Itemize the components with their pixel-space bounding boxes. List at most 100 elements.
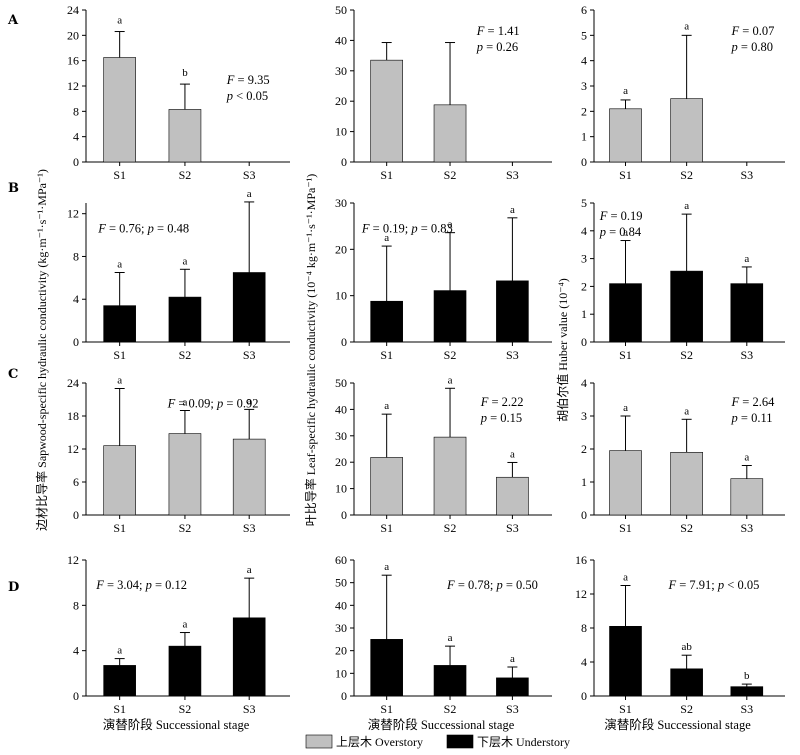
bar-s2 [433, 104, 467, 163]
y-tick-label: 0 [73, 508, 79, 522]
y-tick-label: 4 [73, 292, 79, 306]
x-tick-label: S1 [380, 168, 393, 182]
y-axis-label-3: 胡伯尔值 Huber value (10⁻⁴) [555, 278, 570, 422]
y-tick-label: 50 [335, 3, 347, 17]
panel-label-b: B [8, 181, 19, 196]
subplot-c3: 0 1 2 3 4 S1 a S2 a S3 a F = 2.64 p = 0.11 [581, 376, 785, 535]
y-tick-label: 0 [581, 335, 587, 349]
y-tick-label: 4 [581, 376, 587, 390]
y-tick-label: 30 [335, 64, 347, 78]
y-tick-label: 60 [335, 553, 347, 567]
y-tick-label: 0 [341, 689, 347, 703]
significance-letter: a [623, 85, 628, 97]
subplot-c2: 0 10 20 30 40 50 S1 a S2 a S3 a F = 2.22 p = 0.15 [335, 374, 552, 535]
x-tick-label: S2 [444, 168, 457, 182]
x-axis-label: 演替阶段 Successional stage [103, 717, 250, 732]
x-tick-label: S3 [740, 702, 753, 716]
bar-s2 [670, 270, 703, 343]
x-tick-label: S3 [243, 702, 256, 716]
bar-s1 [370, 59, 403, 163]
y-tick-label: 0 [341, 155, 347, 169]
legend-label: 上层木 Overstory [336, 735, 423, 749]
y-tick-label: 40 [335, 33, 347, 47]
y-tick-label: 20 [335, 455, 347, 469]
significance-letter: a [510, 204, 515, 216]
x-tick-label: S1 [619, 168, 632, 182]
bar-s2 [670, 668, 703, 697]
significance-letter: a [510, 448, 515, 460]
bar-s2 [168, 296, 202, 343]
y-tick-label: 12 [67, 442, 79, 456]
stat-annotation: p = 0.11 [731, 411, 773, 425]
significance-letter: a [384, 400, 389, 412]
y-tick-label: 40 [335, 402, 347, 416]
y-tick-label: 0 [341, 508, 347, 522]
significance-letter: a [744, 253, 749, 265]
y-tick-label: 6 [581, 3, 587, 17]
subplot-a2: 0 10 20 30 40 50 S1 S2 S3 F = 1.41 p = 0.26 [335, 3, 552, 182]
bar-s1 [609, 625, 642, 697]
bar-s1 [370, 639, 403, 697]
x-tick-label: S1 [380, 348, 393, 362]
y-tick-label: 0 [581, 508, 587, 522]
y-tick-label: 18 [67, 409, 79, 423]
y-tick-label: 4 [73, 130, 79, 144]
x-tick-label: S1 [380, 521, 393, 535]
x-tick-label: S3 [740, 168, 753, 182]
x-tick-label: S1 [619, 702, 632, 716]
legend-label: 下层木 Understory [477, 735, 570, 749]
stat-annotation: F = 9.35 [226, 73, 270, 87]
y-tick-label: 3 [581, 79, 587, 93]
x-axis-label: 演替阶段 Successional stage [368, 717, 515, 732]
y-tick-label: 50 [335, 376, 347, 390]
significance-letter: a [623, 227, 628, 239]
y-tick-label: 1 [581, 130, 587, 144]
bar-s3 [232, 438, 266, 516]
stat-annotation: p = 0.26 [476, 40, 518, 54]
y-tick-label: 10 [335, 289, 347, 303]
bar-s3 [232, 617, 266, 697]
bar-s2 [433, 665, 467, 697]
significance-letter: b [182, 67, 188, 79]
significance-letter: a [684, 200, 689, 212]
x-tick-label: S2 [680, 702, 693, 716]
x-tick-label: S3 [243, 521, 256, 535]
bar-s2 [433, 290, 467, 343]
y-tick-label: 20 [67, 28, 79, 42]
y-tick-label: 20 [335, 644, 347, 658]
bar-s1 [609, 283, 642, 343]
x-tick-label: S3 [506, 702, 519, 716]
y-tick-label: 1 [581, 307, 587, 321]
bar-s3 [496, 280, 529, 343]
legend-swatch [446, 734, 474, 749]
x-tick-label: S2 [179, 702, 192, 716]
y-tick-label: 30 [335, 196, 347, 210]
x-tick-label: S1 [380, 702, 393, 716]
x-tick-label: S3 [243, 168, 256, 182]
y-tick-label: 4 [581, 224, 587, 238]
significance-letter: b [744, 670, 750, 682]
y-tick-label: 0 [73, 689, 79, 703]
stat-annotation: F = 0.78; p = 0.50 [446, 578, 538, 592]
y-tick-label: 2 [581, 104, 587, 118]
y-tick-label: 4 [581, 655, 587, 669]
stat-annotation: F = 0.19 [599, 209, 643, 223]
significance-letter: a [384, 232, 389, 244]
y-tick-label: 24 [67, 376, 79, 390]
y-tick-label: 8 [73, 598, 79, 612]
bar-s1 [609, 450, 642, 516]
x-tick-label: S2 [179, 521, 192, 535]
stat-annotation: p = 0.80 [731, 40, 773, 54]
y-tick-label: 0 [581, 689, 587, 703]
x-tick-label: S2 [680, 168, 693, 182]
bar-s1 [609, 108, 642, 163]
panel-label-a: A [7, 13, 19, 28]
significance-letter: a [510, 653, 515, 665]
x-tick-label: S2 [179, 348, 192, 362]
bar-s1 [103, 57, 136, 163]
subplot-b3: 0 1 2 3 4 5 S1 a S2 a S3 a F = 0.19 p = 0.84 [581, 196, 785, 362]
legend-swatch [305, 734, 333, 749]
significance-letter: a [247, 564, 252, 576]
y-tick-label: 40 [335, 598, 347, 612]
stat-annotation: p < 0.05 [226, 89, 268, 103]
